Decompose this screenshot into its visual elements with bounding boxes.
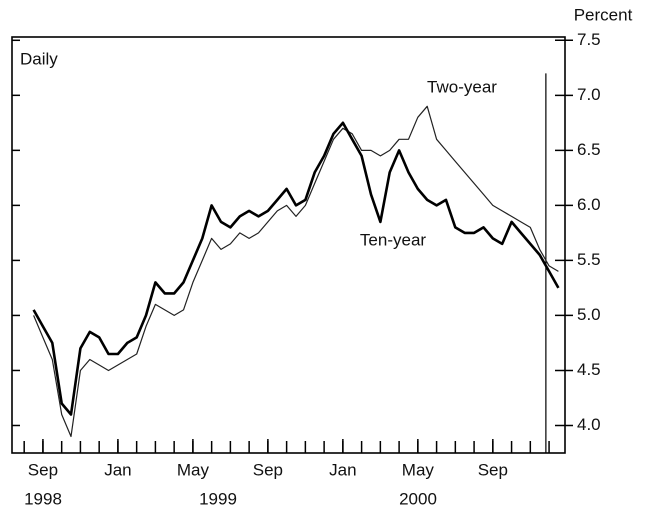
y-tick-label: 5.5 [577, 250, 601, 269]
x-tick-label: Jan [104, 460, 131, 479]
series-line [32, 121, 560, 416]
y-tick-label: 4.5 [577, 360, 601, 379]
year-label: 1998 [24, 489, 62, 508]
x-tick-label: Sep [478, 460, 508, 479]
y-tick-label: 6.5 [577, 140, 601, 159]
series-label: Two-year [427, 77, 497, 96]
plot-frame [11, 36, 566, 454]
y-axis-label: Percent [574, 5, 633, 24]
x-tick-label: May [177, 460, 210, 479]
x-tick-label: Sep [28, 460, 58, 479]
year-label: 1999 [199, 489, 237, 508]
y-tick-label: 7.5 [577, 30, 601, 49]
y-tick-label: 4.0 [577, 415, 601, 434]
y-tick-label: 5.0 [577, 305, 601, 324]
series-line [33, 105, 559, 438]
y-tick-label: 6.0 [577, 195, 601, 214]
year-label: 2000 [399, 489, 437, 508]
frequency-label: Daily [20, 49, 58, 68]
series-label: Ten-year [360, 230, 426, 249]
y-tick-label: 7.0 [577, 85, 601, 104]
x-tick-label: Sep [253, 460, 283, 479]
x-tick-label: May [402, 460, 435, 479]
x-tick-label: Jan [329, 460, 356, 479]
